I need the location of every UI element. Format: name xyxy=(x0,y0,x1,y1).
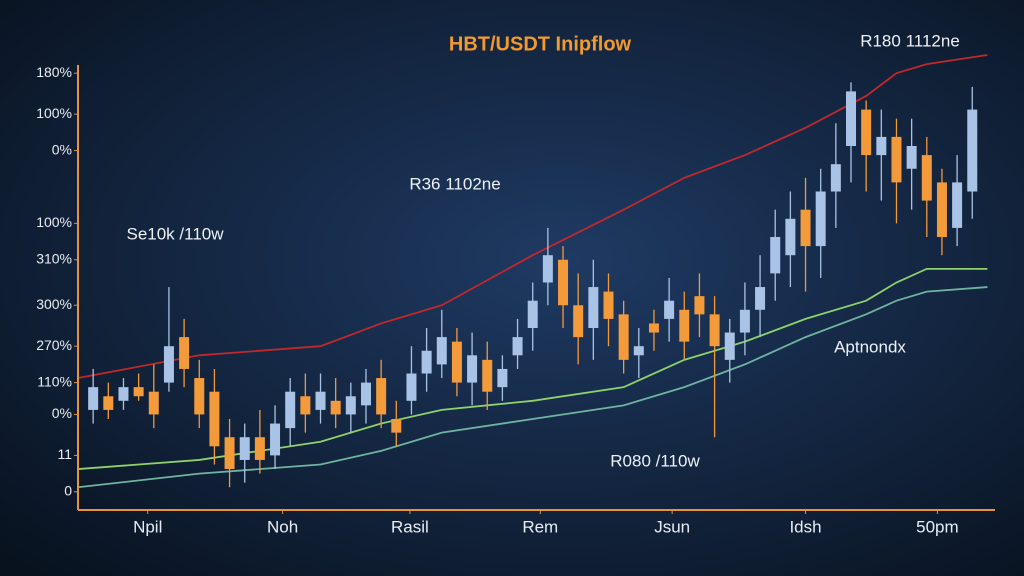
annotation: R36 1102ne xyxy=(409,174,500,193)
candle-body xyxy=(421,350,432,374)
candle-body xyxy=(406,373,417,401)
candle-body xyxy=(239,437,250,460)
line-series xyxy=(77,54,988,379)
line-series xyxy=(77,267,988,470)
candle-body xyxy=(603,291,614,319)
candle-body xyxy=(224,437,235,470)
candle-body xyxy=(785,218,796,256)
annotation: R080 /110w xyxy=(610,451,700,470)
candle-body xyxy=(664,300,675,319)
y-tick-label: 11 xyxy=(57,446,72,462)
candle-body xyxy=(952,182,963,228)
candle-body xyxy=(376,378,387,415)
x-tick-label: Rem xyxy=(522,517,558,536)
candle-body xyxy=(755,287,766,310)
candle-body xyxy=(345,396,356,415)
candle-body xyxy=(285,391,296,429)
y-tick-label: 0% xyxy=(52,405,72,421)
candle-body xyxy=(133,387,144,397)
y-tick-label: 0 xyxy=(64,483,72,499)
candle-body xyxy=(148,391,159,415)
candle-body xyxy=(103,396,114,410)
candle-body xyxy=(497,368,508,388)
candle-body xyxy=(542,255,553,283)
y-tick-label: 300% xyxy=(36,296,72,312)
x-tick-label: Rasil xyxy=(391,517,429,536)
x-tick-label: Noh xyxy=(267,517,298,536)
line-series xyxy=(77,286,988,489)
y-tick-label: 270% xyxy=(36,337,72,353)
candle-body xyxy=(648,323,659,333)
candle-body xyxy=(679,309,690,342)
y-tick-label: 310% xyxy=(36,250,72,266)
candle-body xyxy=(891,136,902,183)
candle-body xyxy=(921,155,932,201)
x-tick-label: Npil xyxy=(133,517,162,536)
y-tick-label: 100% xyxy=(36,214,72,230)
candle-body xyxy=(967,109,978,192)
annotation: Se10k /110w xyxy=(126,224,224,243)
annotation: Aptnondx xyxy=(834,337,906,356)
x-tick-label: 50pm xyxy=(916,517,959,536)
y-tick-label: 100% xyxy=(36,105,72,121)
candle-body xyxy=(861,109,872,156)
candle-body xyxy=(830,164,841,192)
x-tick-label: Jsun xyxy=(654,517,690,536)
candle-body xyxy=(391,419,402,433)
chart-title: HBT/USDT Inipflow xyxy=(449,33,632,55)
candle-body xyxy=(118,387,129,401)
candle-body xyxy=(527,300,538,328)
candle-body xyxy=(512,337,523,356)
candle-body xyxy=(876,136,887,156)
candle-body xyxy=(633,346,644,356)
y-tick-label: 180% xyxy=(36,64,72,80)
y-tick-label: 110% xyxy=(37,373,72,389)
candle-body xyxy=(739,309,750,333)
candle-body xyxy=(709,314,720,347)
y-tick-label: 0% xyxy=(52,141,72,157)
candle-body xyxy=(451,341,462,383)
candle-body xyxy=(558,259,569,306)
candle-body xyxy=(467,355,478,383)
candle-body xyxy=(88,387,99,410)
candle-body xyxy=(270,423,281,456)
candle-body xyxy=(482,359,493,392)
candle-body xyxy=(330,400,341,415)
candle-body xyxy=(209,391,220,447)
candle-body xyxy=(163,346,174,383)
candle-body xyxy=(315,391,326,410)
candle-body xyxy=(254,437,265,460)
candle-body xyxy=(906,146,917,169)
candle-body xyxy=(936,182,947,237)
candle-body xyxy=(300,396,311,415)
candle-body xyxy=(694,296,705,315)
candle-body xyxy=(618,314,629,360)
candle-body xyxy=(724,332,735,360)
candle-body xyxy=(588,287,599,328)
candle-body xyxy=(179,337,190,369)
x-tick-label: Idsh xyxy=(789,517,821,536)
candle-body xyxy=(194,378,205,415)
candle-body xyxy=(846,91,857,146)
annotation: R180 1112ne xyxy=(860,31,960,50)
candle-body xyxy=(360,382,371,406)
candle-body xyxy=(573,305,584,338)
candle-body xyxy=(800,209,811,247)
candle-body xyxy=(436,337,447,365)
candle-body xyxy=(770,237,781,274)
candle-body xyxy=(815,191,826,247)
